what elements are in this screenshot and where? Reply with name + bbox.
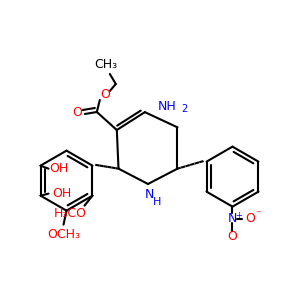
Text: O: O	[72, 106, 82, 118]
Text: O: O	[228, 230, 237, 243]
Text: CH₃: CH₃	[94, 58, 117, 70]
Text: N: N	[228, 212, 237, 225]
Text: NH: NH	[158, 100, 176, 112]
Text: 2: 2	[182, 104, 188, 114]
Text: OCH₃: OCH₃	[47, 228, 80, 241]
Text: N: N	[144, 188, 154, 202]
Text: H₃CO: H₃CO	[54, 207, 87, 220]
Text: +: +	[235, 211, 242, 220]
Text: O: O	[246, 212, 255, 225]
Text: ⁻: ⁻	[256, 210, 261, 220]
Text: OH: OH	[49, 162, 68, 175]
Text: H: H	[153, 197, 161, 207]
Text: O: O	[100, 88, 110, 100]
Text: OH: OH	[52, 187, 71, 200]
